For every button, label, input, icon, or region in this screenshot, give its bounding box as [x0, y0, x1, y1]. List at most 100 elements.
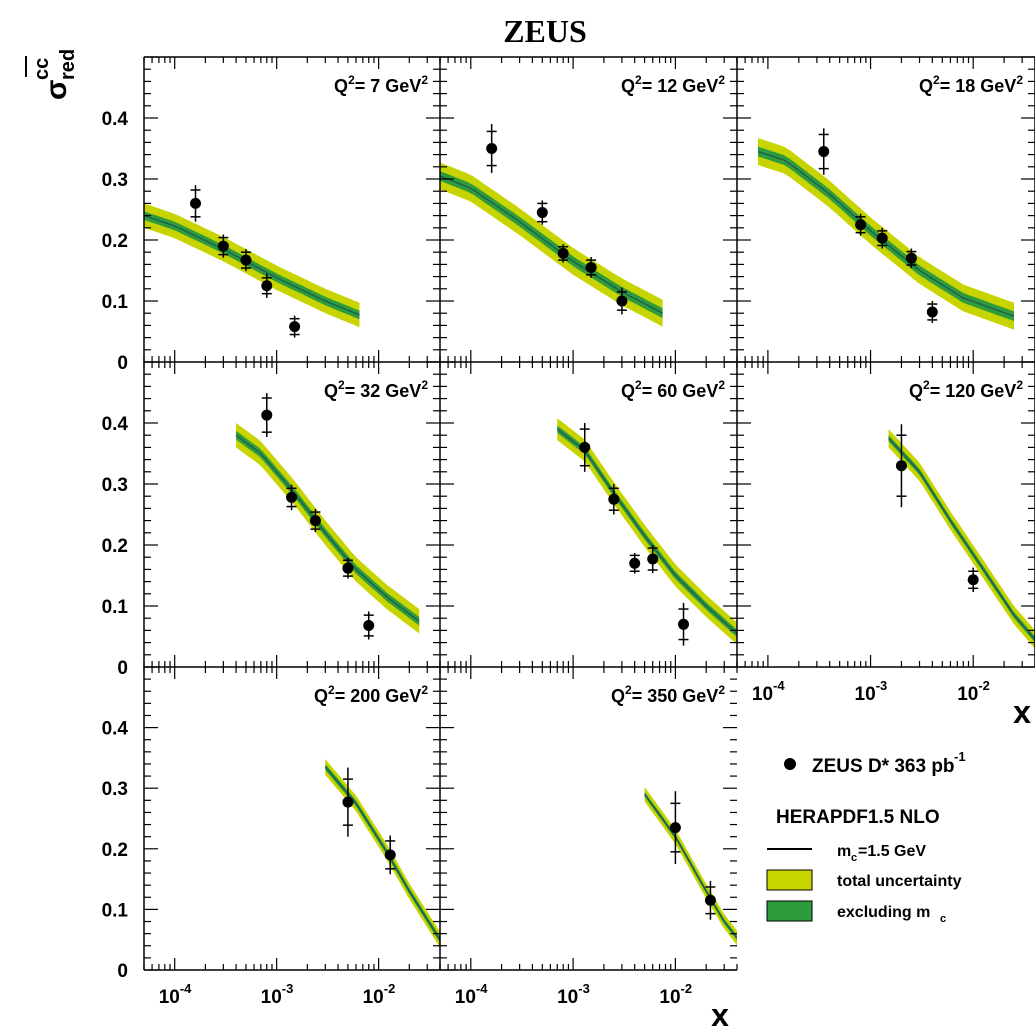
y-axis-label-sub: red: [57, 49, 79, 80]
point-marker: [309, 515, 321, 527]
panels: Q2= 7 GeV2 Q2= 12 GeV2 Q2= 18 GeV2 Q2= 32 G…: [144, 73, 1035, 948]
data-point: [876, 227, 888, 249]
theory-bands: [644, 787, 737, 946]
panel-label: Q2= 7 GeV2: [334, 73, 428, 96]
panel-7: Q2= 200 GeV2: [314, 683, 440, 948]
y-axis-label: σ cc red: [25, 49, 79, 100]
y-axis-label-sup: cc: [31, 58, 53, 80]
panel-label: Q2= 32 GeV2: [324, 378, 428, 401]
y-tick-label: 0.4: [102, 109, 129, 130]
y-tick-label: 0.1: [102, 900, 129, 921]
point-marker: [967, 574, 979, 586]
data-point: [217, 234, 229, 258]
legend-line-sub: c: [851, 852, 857, 864]
y-tick-label: 0.2: [102, 840, 128, 861]
point-marker: [905, 252, 917, 264]
y-tick-label: 0.3: [102, 779, 128, 800]
y-tick-label: 0.4: [102, 719, 129, 740]
panel-label-text: Q2= 12 GeV2: [621, 73, 725, 96]
point-marker: [895, 460, 907, 472]
theory-bands: [235, 423, 420, 634]
y-tick-label: 0.2: [102, 231, 128, 252]
data-point: [585, 257, 597, 278]
point-marker: [363, 620, 375, 632]
data-point: [895, 424, 907, 508]
central-curve: [324, 766, 440, 941]
panel-label: Q2= 120 GeV2: [909, 378, 1023, 401]
point-marker: [629, 557, 641, 569]
panel-6: Q2= 120 GeV2: [888, 378, 1035, 649]
legend-total-label: total uncertainty: [837, 873, 962, 890]
point-marker: [704, 894, 716, 906]
point-marker: [678, 618, 690, 630]
point-marker: [926, 306, 938, 318]
x-axis-label-bottom: x: [711, 997, 729, 1027]
data-point: [342, 767, 354, 837]
legend-theory-title: HERAPDF1.5 NLO: [776, 807, 940, 828]
central-curve: [235, 434, 420, 622]
x-axis-label-right: x: [1013, 694, 1031, 730]
theory-bands: [556, 418, 737, 645]
y-tick-label: 0.1: [102, 292, 129, 313]
legend-data-sup: -1: [954, 749, 966, 764]
data-point: [678, 602, 690, 646]
legend-total-swatch: [766, 869, 813, 891]
point-marker: [342, 796, 354, 808]
legend-data-label: ZEUS D* 363 pb: [812, 756, 955, 777]
central-curve: [644, 793, 737, 939]
total-uncertainty-band: [325, 759, 440, 948]
point-marker: [585, 261, 597, 273]
x-tick-label: 10-3: [557, 981, 590, 1008]
panel-label-text: Q2= 350 GeV2: [611, 683, 725, 706]
panel-label: Q2= 200 GeV2: [314, 683, 428, 706]
data-point: [557, 244, 569, 263]
point-marker: [384, 849, 396, 861]
data-point: [669, 791, 681, 864]
x-tick-label: 10-3: [261, 981, 294, 1008]
x-tick-label: 10-3: [855, 678, 888, 705]
panel-label-text: Q2= 200 GeV2: [314, 683, 428, 706]
theory-bands: [440, 162, 663, 327]
point-marker: [579, 441, 591, 453]
data-point: [363, 611, 375, 640]
data-point: [967, 567, 979, 592]
x-tick-label: 10-2: [363, 981, 396, 1008]
point-marker: [557, 247, 569, 259]
legend-line-rest: =1.5 GeV: [858, 843, 926, 860]
data-point: [855, 213, 867, 236]
panel-label-text: Q2= 7 GeV2: [334, 73, 428, 96]
point-marker: [855, 219, 867, 231]
x-tick-label: 10-2: [659, 981, 692, 1008]
point-marker: [818, 146, 830, 158]
y-tick-label: 0.1: [102, 597, 129, 618]
point-marker: [486, 143, 498, 154]
panel-label: Q2= 350 GeV2: [611, 683, 725, 706]
point-marker: [876, 232, 888, 244]
point-marker: [217, 240, 229, 252]
point-marker: [240, 254, 252, 266]
data-point: [926, 301, 938, 323]
data-point: [647, 545, 659, 574]
point-marker: [261, 409, 273, 421]
legend-data-marker: [784, 758, 796, 770]
point-marker: [608, 493, 620, 505]
data-point: [704, 880, 716, 920]
point-marker: [536, 207, 548, 219]
panel-2: Q2= 12 GeV2: [440, 73, 725, 327]
y-tick-label: 0.3: [102, 475, 128, 496]
x-tick-label: 10-4: [752, 678, 785, 705]
point-marker: [261, 280, 273, 292]
central-curve: [556, 428, 737, 635]
central-curve: [757, 150, 1015, 317]
data-point: [608, 484, 620, 515]
data-point: [240, 249, 252, 272]
panel-8: Q2= 350 GeV2: [611, 683, 737, 946]
data-point: [818, 128, 830, 175]
y-tick-label: 0.3: [102, 170, 128, 191]
x-tick-label: 10-4: [455, 981, 488, 1008]
point-marker: [616, 295, 628, 307]
excluding-mc-band: [557, 425, 737, 638]
panel-3: Q2= 18 GeV2: [757, 73, 1023, 330]
panel-4: Q2= 32 GeV2: [235, 378, 428, 640]
